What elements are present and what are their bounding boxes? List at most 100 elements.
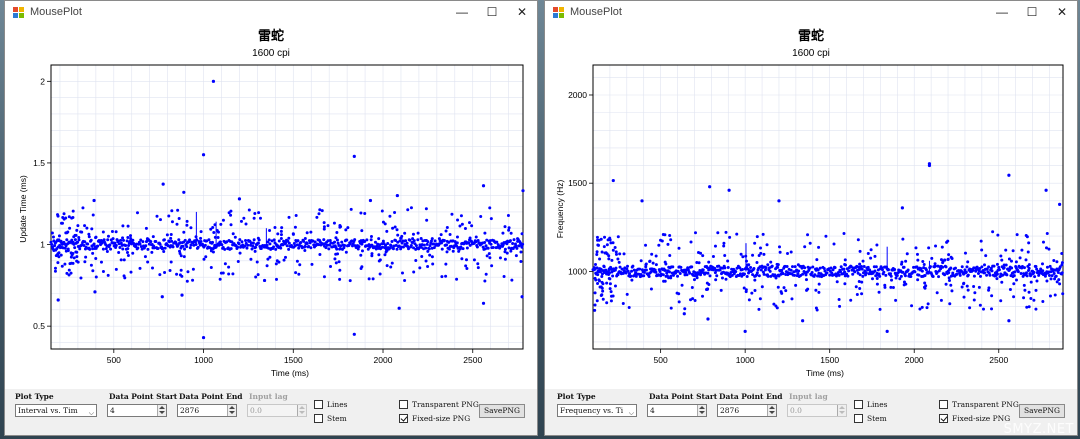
data-point bbox=[322, 221, 326, 225]
transparent-png-checkbox[interactable] bbox=[939, 400, 948, 409]
data-point bbox=[414, 244, 418, 248]
data-point bbox=[720, 276, 724, 280]
data-point bbox=[904, 282, 908, 286]
data-point bbox=[487, 252, 491, 256]
data-point bbox=[996, 233, 1000, 237]
data-point bbox=[87, 232, 91, 236]
input-lag-label: Input lag bbox=[789, 392, 828, 401]
save-png-button[interactable]: SavePNG bbox=[479, 404, 525, 418]
data-point bbox=[631, 264, 635, 268]
input-lag-stepper: 0.0 bbox=[247, 404, 307, 417]
data-point bbox=[663, 279, 667, 283]
data-point bbox=[414, 259, 418, 263]
data-point bbox=[475, 245, 479, 249]
data-point bbox=[839, 265, 843, 269]
lines-checkbox[interactable] bbox=[854, 400, 863, 409]
data-point bbox=[1009, 259, 1013, 263]
data-point bbox=[219, 222, 223, 226]
data-point bbox=[978, 266, 982, 270]
input-lag-label: Input lag bbox=[249, 392, 288, 401]
close-icon[interactable]: ✕ bbox=[516, 5, 528, 19]
data-point bbox=[145, 237, 149, 241]
data-point bbox=[981, 307, 985, 311]
data-point bbox=[83, 260, 87, 264]
data-point bbox=[860, 267, 864, 271]
minimize-icon[interactable]: — bbox=[456, 5, 468, 19]
data-point bbox=[252, 238, 256, 242]
data-point bbox=[595, 253, 599, 257]
data-point bbox=[182, 255, 186, 259]
minimize-icon[interactable]: — bbox=[996, 5, 1008, 19]
data-point bbox=[141, 240, 145, 244]
data-point bbox=[903, 274, 907, 278]
data-point bbox=[170, 209, 174, 213]
spinner-icon[interactable] bbox=[157, 405, 166, 416]
outlier-point bbox=[481, 301, 486, 305]
data-point bbox=[990, 269, 994, 273]
title-bar[interactable]: MousePlot — ☐ ✕ bbox=[5, 1, 537, 23]
transparent-png-checkbox[interactable] bbox=[399, 400, 408, 409]
fixed-size-png-checkbox[interactable] bbox=[939, 414, 948, 423]
lines-checkbox[interactable] bbox=[314, 400, 323, 409]
data-point bbox=[445, 243, 449, 247]
data-point bbox=[109, 247, 113, 251]
data-point bbox=[919, 267, 923, 271]
data-point bbox=[714, 278, 718, 282]
data-point bbox=[89, 238, 93, 242]
data-point bbox=[411, 232, 415, 236]
data-point bbox=[59, 239, 63, 243]
data-point bbox=[1041, 240, 1045, 244]
start-stepper[interactable]: 4 bbox=[647, 404, 707, 417]
data-point bbox=[405, 241, 409, 245]
data-point bbox=[459, 214, 463, 218]
data-point bbox=[79, 276, 83, 280]
data-point bbox=[345, 238, 349, 242]
data-point bbox=[119, 258, 123, 262]
data-point bbox=[59, 253, 63, 257]
data-point bbox=[244, 238, 248, 242]
spinner-icon[interactable] bbox=[227, 405, 236, 416]
save-png-button[interactable]: SavePNG bbox=[1019, 404, 1065, 418]
data-point bbox=[292, 241, 296, 245]
spinner-icon[interactable] bbox=[767, 405, 776, 416]
maximize-icon[interactable]: ☐ bbox=[486, 5, 498, 19]
fixed-size-png-label: Fixed-size PNG bbox=[952, 414, 1011, 423]
end-stepper[interactable]: 2876 bbox=[177, 404, 237, 417]
plot-type-select[interactable]: Interval vs. Tim ⌵ bbox=[15, 404, 97, 417]
y-tick-label: 1000 bbox=[568, 266, 587, 276]
data-point bbox=[846, 274, 850, 278]
stem-checkbox[interactable] bbox=[854, 414, 863, 423]
spinner-icon[interactable] bbox=[697, 405, 706, 416]
plot-type-select[interactable]: Frequency vs. Ti ⌵ bbox=[557, 404, 637, 417]
end-value: 2876 bbox=[720, 406, 740, 415]
end-stepper[interactable]: 2876 bbox=[717, 404, 777, 417]
data-point bbox=[824, 234, 828, 238]
fixed-size-png-checkbox[interactable] bbox=[399, 414, 408, 423]
start-stepper[interactable]: 4 bbox=[107, 404, 167, 417]
data-point bbox=[121, 236, 125, 240]
data-point bbox=[75, 228, 79, 232]
data-point bbox=[69, 255, 73, 259]
data-point bbox=[432, 246, 436, 250]
data-point bbox=[230, 240, 234, 244]
data-point bbox=[502, 274, 506, 278]
mouseplot-window-interval: MousePlot — ☐ ✕ 雷蛇 1600 cpi Time (ms) Up… bbox=[4, 0, 538, 436]
chevron-down-icon: ⌵ bbox=[88, 409, 94, 417]
data-point bbox=[622, 252, 626, 256]
data-point bbox=[496, 243, 500, 247]
data-point bbox=[780, 291, 784, 295]
maximize-icon[interactable]: ☐ bbox=[1026, 5, 1038, 19]
stem-checkbox[interactable] bbox=[314, 414, 323, 423]
data-point bbox=[1008, 287, 1012, 291]
close-icon[interactable]: ✕ bbox=[1056, 5, 1068, 19]
data-point bbox=[625, 264, 629, 268]
data-point bbox=[227, 272, 231, 276]
data-point bbox=[995, 277, 999, 281]
title-bar[interactable]: MousePlot — ☐ ✕ bbox=[545, 1, 1077, 23]
data-point bbox=[336, 241, 340, 245]
data-point bbox=[785, 265, 789, 269]
data-point bbox=[406, 208, 410, 212]
data-point bbox=[691, 297, 695, 301]
data-point bbox=[884, 273, 888, 277]
data-point bbox=[176, 208, 180, 212]
